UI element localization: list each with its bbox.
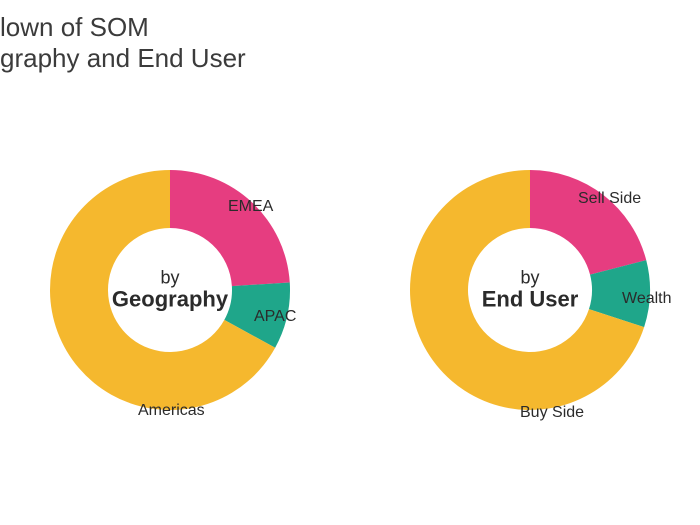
donut-enduser: by End User Sell Side Wealth Buy Side xyxy=(380,140,680,440)
charts-container: by Geography EMEA APAC Americas by End U… xyxy=(0,140,700,440)
segment-label-sellside: Sell Side xyxy=(578,190,641,208)
segment-label-emea: EMEA xyxy=(228,198,273,216)
center-name: End User xyxy=(482,287,579,313)
segment-label-wealth: Wealth xyxy=(622,290,672,308)
title-line-2: graphy and End User xyxy=(0,43,246,74)
center-prefix: by xyxy=(482,268,579,289)
donut-segment xyxy=(530,170,646,275)
donut-geography: by Geography EMEA APAC Americas xyxy=(20,140,320,440)
segment-label-apac: APAC xyxy=(254,308,296,326)
title-line-1: lown of SOM xyxy=(0,12,246,43)
donut-enduser-center: by End User xyxy=(482,268,579,313)
center-prefix: by xyxy=(112,268,228,289)
donut-geography-center: by Geography xyxy=(112,268,228,313)
segment-label-americas: Americas xyxy=(138,402,205,420)
segment-label-buyside: Buy Side xyxy=(520,404,584,422)
page-title: lown of SOM graphy and End User xyxy=(0,12,246,74)
center-name: Geography xyxy=(112,287,228,313)
